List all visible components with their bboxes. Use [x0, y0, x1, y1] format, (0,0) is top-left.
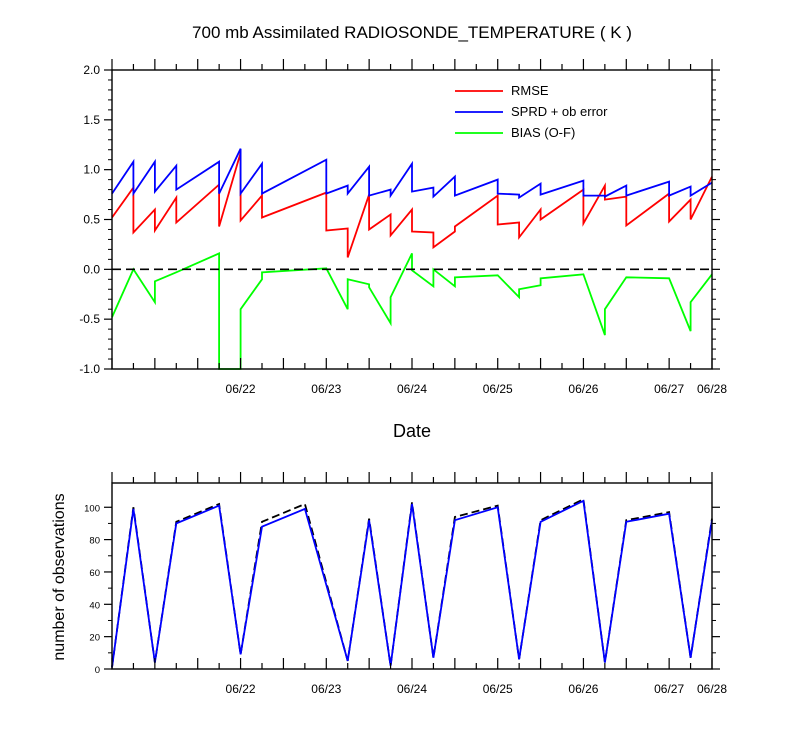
x-tick-label: 06/23 — [311, 682, 341, 696]
y-tick-label: 40 — [89, 600, 100, 611]
x-tick-label: 06/26 — [568, 682, 598, 696]
top-chart: -1.0 -0.5 0.0 0.5 1.0 1.5 2.0 06/22 06/23 06/24 06… — [79, 59, 727, 396]
chart-title: 700 mb Assimilated RADIOSONDE_TEMPERATUR… — [192, 23, 632, 42]
x-tick-label: 06/22 — [226, 382, 256, 396]
y-tick-label: 0.5 — [83, 213, 100, 227]
x-tick-label: 06/25 — [483, 682, 513, 696]
x-tick-label: 06/27 — [654, 682, 684, 696]
y-tick-label: 100 — [84, 503, 100, 514]
x-tick-label: 06/23 — [311, 382, 341, 396]
legend-label: SPRD + ob error — [511, 104, 608, 119]
x-tick-label: 06/24 — [397, 682, 427, 696]
series-line-bias-o-f — [111, 252, 713, 370]
top-x-axis-label: Date — [393, 421, 431, 441]
y-tick-label: 0 — [95, 665, 100, 676]
y-tick-label: 60 — [89, 568, 100, 579]
y-tick-label: 0.0 — [83, 262, 100, 276]
series-line-series-1 — [111, 497, 713, 668]
y-tick-label: 2.0 — [83, 63, 100, 77]
x-tick-label: 06/24 — [397, 382, 427, 396]
plot-frame — [111, 482, 713, 670]
x-tick-label: 06/28 — [697, 682, 727, 696]
y-tick-label: 80 — [89, 536, 100, 547]
series-line-series-2 — [111, 499, 713, 668]
x-tick-label: 06/26 — [568, 382, 598, 396]
y-tick-label: -1.0 — [79, 362, 100, 376]
x-tick-label: 06/28 — [697, 382, 727, 396]
y-tick-label: 20 — [89, 633, 100, 644]
legend-label: RMSE — [511, 83, 549, 98]
y-tick-label: 1.5 — [83, 113, 100, 127]
series-line-sprd-ob-error — [111, 148, 713, 200]
bottom-chart: 0 20 40 60 80 100 06/22 06/23 06/24 06/25 06/26 06/… — [84, 472, 727, 696]
bottom-y-axis-label: number of observations — [51, 493, 68, 660]
x-tick-label: 06/25 — [483, 382, 513, 396]
y-tick-label: -0.5 — [79, 312, 100, 326]
x-tick-label: 06/27 — [654, 382, 684, 396]
x-tick-label: 06/22 — [226, 682, 256, 696]
legend-label: BIAS (O-F) — [511, 125, 575, 140]
y-tick-label: 1.0 — [83, 163, 100, 177]
